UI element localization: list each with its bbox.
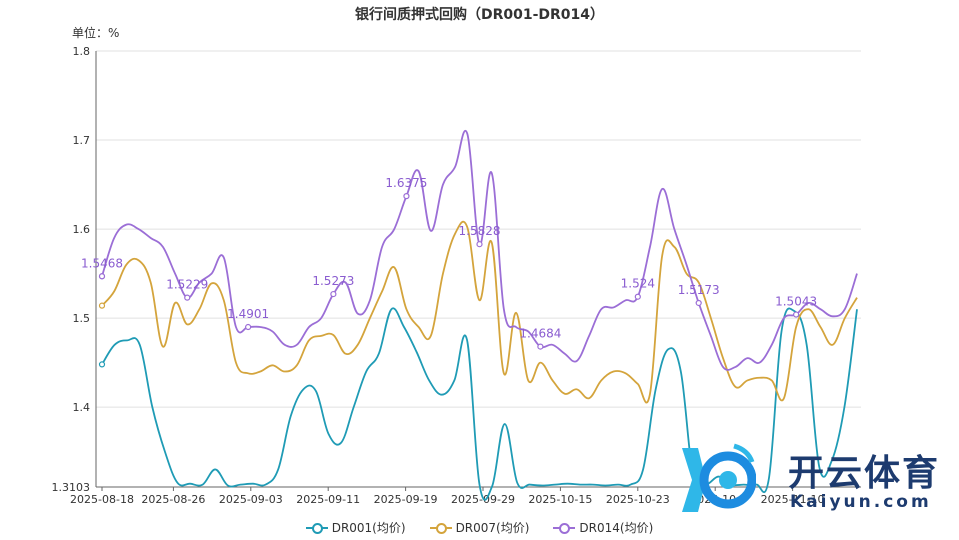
y-unit-label: 单位：% xyxy=(72,26,120,40)
annotated-point xyxy=(634,293,641,300)
series-point-1 xyxy=(98,302,106,309)
x-tick-label: 2025-11-10 xyxy=(761,493,825,506)
data-label: 1.5043 xyxy=(775,295,817,309)
series-line-1 xyxy=(101,220,858,404)
x-tick-label: 2025-10-23 xyxy=(606,493,670,506)
watermark: 开云体育 Kaiyun.com xyxy=(676,440,946,520)
series-line-0 xyxy=(101,307,858,501)
data-label: 1.5173 xyxy=(678,283,720,297)
data-label: 1.5273 xyxy=(312,274,354,288)
y-tick-label: 1.5 xyxy=(73,312,91,325)
data-label: 1.5828 xyxy=(459,224,501,238)
annotated-point xyxy=(184,294,191,301)
legend-item-dr014[interactable]: DR014(均价) xyxy=(553,519,653,536)
data-label: 1.4901 xyxy=(227,307,269,321)
data-label: 1.5468 xyxy=(81,256,123,270)
legend-label-dr001: DR001(均价) xyxy=(331,521,406,535)
data-label: 1.4684 xyxy=(519,327,561,341)
data-label: 1.5229 xyxy=(166,278,208,292)
y-tick-label: 1.3103 xyxy=(52,481,91,494)
legend-swatch-dr014 xyxy=(553,522,576,534)
legend-swatch-dr001 xyxy=(305,522,328,534)
watermark-domain: Kaiyun.com xyxy=(790,492,932,512)
data-label: 1.524 xyxy=(621,277,655,291)
x-tick-label: 2025-09-19 xyxy=(374,493,438,506)
y-tick-label: 1.4 xyxy=(73,401,91,414)
legend-label-dr014: DR014(均价) xyxy=(579,521,654,535)
legend-swatch-dr007 xyxy=(429,522,452,534)
data-label: 1.6375 xyxy=(385,176,427,190)
legend-label-dr007: DR007(均价) xyxy=(455,521,530,535)
annotated-point xyxy=(537,343,544,350)
chart-title: 银行间质押式回购（DR001-DR014） xyxy=(354,7,605,23)
x-tick-label: 2025-10-15 xyxy=(528,493,592,506)
y-tick-label: 1.6 xyxy=(73,223,91,236)
annotated-point xyxy=(793,311,800,318)
watermark-logo-icon xyxy=(682,443,756,512)
series-point-0 xyxy=(98,361,106,368)
chart-legend: DR001(均价) DR007(均价) DR014(均价) xyxy=(0,519,959,536)
x-tick-label: 2025-09-03 xyxy=(219,493,283,506)
annotated-point xyxy=(695,299,702,307)
watermark-brand: 开云体育 xyxy=(788,453,941,494)
annotated-point xyxy=(330,290,337,298)
y-tick-label: 1.8 xyxy=(73,45,91,58)
annotated-point xyxy=(403,193,410,200)
annotated-point xyxy=(98,273,106,280)
annotated-point xyxy=(476,241,483,248)
y-tick-label: 1.7 xyxy=(73,134,91,147)
series-line-2 xyxy=(101,129,858,371)
x-tick-label: 2025-08-18 xyxy=(70,493,134,506)
legend-item-dr007[interactable]: DR007(均价) xyxy=(429,519,530,536)
x-tick-label: 2025-09-11 xyxy=(296,493,360,506)
x-tick-label: 2025-08-26 xyxy=(141,493,205,506)
annotated-point xyxy=(245,323,252,331)
legend-item-dr001[interactable]: DR001(均价) xyxy=(305,519,406,536)
